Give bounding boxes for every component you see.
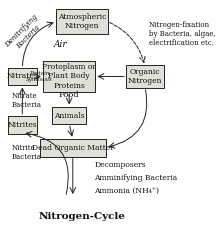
Text: Animals: Animals [54,112,85,119]
Text: Nitrate
Bacteria: Nitrate Bacteria [12,92,41,109]
Text: Nitrites: Nitrites [7,121,37,129]
Text: Atmospheric
Nitrogen: Atmospheric Nitrogen [58,13,106,30]
FancyBboxPatch shape [40,139,106,157]
Text: Denitrifying
Bacteria: Denitrifying Bacteria [4,13,46,55]
Text: Dead Organic Matter: Dead Organic Matter [32,144,114,152]
FancyBboxPatch shape [8,116,37,134]
Text: Protoplasm or
Plant Body
Proteins: Protoplasm or Plant Body Proteins [42,63,96,90]
Text: Nitrite
Bacteria: Nitrite Bacteria [12,144,41,161]
Text: Nitrates: Nitrates [7,73,38,80]
Text: Nitrogen-fixation
by Bacteria, algae,
electrification etc.: Nitrogen-fixation by Bacteria, algae, el… [148,21,215,47]
FancyBboxPatch shape [126,65,164,88]
FancyBboxPatch shape [56,9,108,34]
Text: Organic
Nitrogen: Organic Nitrogen [128,68,162,85]
Text: Air: Air [53,40,67,49]
FancyBboxPatch shape [43,61,95,92]
Text: Decomposers: Decomposers [94,161,146,169]
Text: Food: Food [59,91,80,99]
Text: Protein
Synthesis: Protein Synthesis [26,71,53,82]
FancyBboxPatch shape [52,106,86,125]
FancyBboxPatch shape [8,67,37,85]
Text: Nitrogen-Cycle: Nitrogen-Cycle [38,212,125,221]
Text: Ammonia (NH₄⁺): Ammonia (NH₄⁺) [94,187,159,195]
Text: Amminifying Bacteria: Amminifying Bacteria [94,174,178,182]
